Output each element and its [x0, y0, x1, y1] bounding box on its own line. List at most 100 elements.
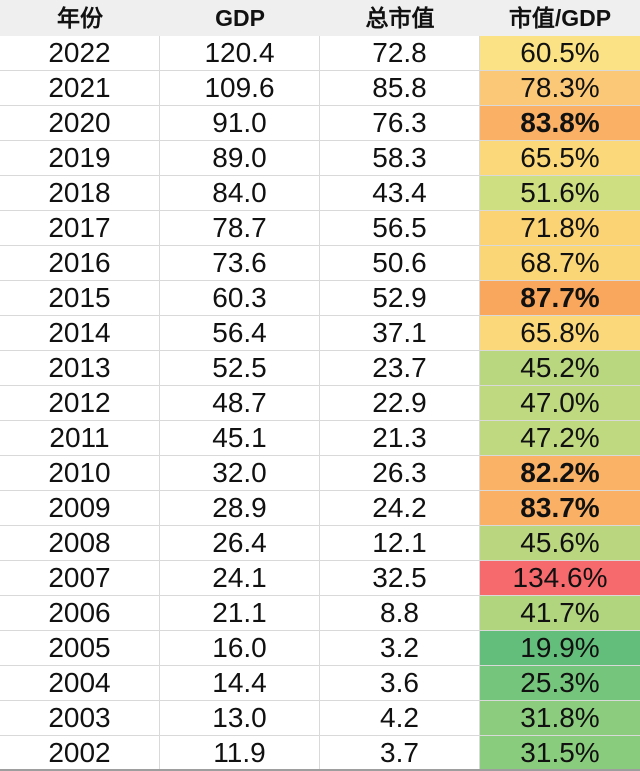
- ratio-cell: 25.3%: [480, 666, 640, 700]
- year-cell: 2017: [0, 211, 160, 245]
- gdp-cell: 52.5: [160, 351, 320, 385]
- market-cap-cell: 32.5: [320, 561, 480, 595]
- year-cell: 2007: [0, 561, 160, 595]
- table-row: 2019 89.0 58.3 65.5%: [0, 141, 640, 176]
- year-cell: 2003: [0, 701, 160, 735]
- table-row: 2016 73.6 50.6 68.7%: [0, 246, 640, 281]
- ratio-cell: 31.8%: [480, 701, 640, 735]
- market-cap-cell: 85.8: [320, 71, 480, 105]
- market-cap-cell: 3.7: [320, 736, 480, 769]
- market-cap-cell: 8.8: [320, 596, 480, 630]
- market-cap-cell: 50.6: [320, 246, 480, 280]
- year-cell: 2014: [0, 316, 160, 350]
- ratio-cell: 47.2%: [480, 421, 640, 455]
- gdp-cell: 32.0: [160, 456, 320, 490]
- gdp-cell: 120.4: [160, 36, 320, 70]
- gdp-cell: 28.9: [160, 491, 320, 525]
- column-header-gdp: GDP: [215, 4, 265, 31]
- year-cell: 2004: [0, 666, 160, 700]
- gdp-cell: 91.0: [160, 106, 320, 140]
- year-cell: 2013: [0, 351, 160, 385]
- column-header-ratio: 市值/GDP: [508, 4, 612, 31]
- market-cap-cell: 21.3: [320, 421, 480, 455]
- year-cell: 2008: [0, 526, 160, 560]
- year-cell: 2015: [0, 281, 160, 315]
- market-cap-cell: 52.9: [320, 281, 480, 315]
- ratio-cell: 65.5%: [480, 141, 640, 175]
- gdp-cell: 109.6: [160, 71, 320, 105]
- table-row: 2005 16.0 3.2 19.9%: [0, 631, 640, 666]
- gdp-cell: 60.3: [160, 281, 320, 315]
- year-cell: 2022: [0, 36, 160, 70]
- table-row: 2017 78.7 56.5 71.8%: [0, 211, 640, 246]
- table-row: 2022 120.4 72.8 60.5%: [0, 36, 640, 71]
- year-cell: 2002: [0, 736, 160, 769]
- table-row: 2020 91.0 76.3 83.8%: [0, 106, 640, 141]
- gdp-cell: 48.7: [160, 386, 320, 420]
- ratio-cell: 19.9%: [480, 631, 640, 665]
- ratio-cell: 78.3%: [480, 71, 640, 105]
- table-row: 2015 60.3 52.9 87.7%: [0, 281, 640, 316]
- gdp-cell: 24.1: [160, 561, 320, 595]
- gdp-cell: 14.4: [160, 666, 320, 700]
- table-row: 2007 24.1 32.5 134.6%: [0, 561, 640, 596]
- ratio-cell: 45.2%: [480, 351, 640, 385]
- market-cap-cell: 3.2: [320, 631, 480, 665]
- table-row: 2006 21.1 8.8 41.7%: [0, 596, 640, 631]
- ratio-cell: 82.2%: [480, 456, 640, 490]
- market-cap-cell: 72.8: [320, 36, 480, 70]
- table-header-row: 年份 GDP 总市值 市值/GDP: [0, 0, 640, 36]
- year-cell: 2016: [0, 246, 160, 280]
- market-cap-cell: 56.5: [320, 211, 480, 245]
- gdp-cell: 89.0: [160, 141, 320, 175]
- gdp-cell: 56.4: [160, 316, 320, 350]
- table-row: 2008 26.4 12.1 45.6%: [0, 526, 640, 561]
- market-cap-cell: 23.7: [320, 351, 480, 385]
- gdp-cell: 45.1: [160, 421, 320, 455]
- market-cap-cell: 22.9: [320, 386, 480, 420]
- gdp-cell: 73.6: [160, 246, 320, 280]
- market-cap-cell: 3.6: [320, 666, 480, 700]
- market-cap-cell: 26.3: [320, 456, 480, 490]
- year-cell: 2010: [0, 456, 160, 490]
- gdp-cell: 78.7: [160, 211, 320, 245]
- table-row: 2013 52.5 23.7 45.2%: [0, 351, 640, 386]
- year-cell: 2005: [0, 631, 160, 665]
- market-cap-cell: 37.1: [320, 316, 480, 350]
- table-body: 2022 120.4 72.8 60.5% 2021 109.6 85.8 78…: [0, 36, 640, 771]
- market-cap-cell: 12.1: [320, 526, 480, 560]
- year-cell: 2021: [0, 71, 160, 105]
- column-header-year: 年份: [57, 4, 103, 31]
- market-cap-cell: 4.2: [320, 701, 480, 735]
- ratio-cell: 87.7%: [480, 281, 640, 315]
- year-cell: 2020: [0, 106, 160, 140]
- table-row: 2012 48.7 22.9 47.0%: [0, 386, 640, 421]
- market-cap-cell: 43.4: [320, 176, 480, 210]
- gdp-cell: 16.0: [160, 631, 320, 665]
- ratio-cell: 31.5%: [480, 736, 640, 769]
- market-cap-cell: 76.3: [320, 106, 480, 140]
- ratio-cell: 71.8%: [480, 211, 640, 245]
- gdp-cell: 13.0: [160, 701, 320, 735]
- table-row: 2011 45.1 21.3 47.2%: [0, 421, 640, 456]
- gdp-cell: 11.9: [160, 736, 320, 769]
- ratio-cell: 134.6%: [480, 561, 640, 595]
- gdp-cell: 84.0: [160, 176, 320, 210]
- gdp-cell: 21.1: [160, 596, 320, 630]
- table-row: 2014 56.4 37.1 65.8%: [0, 316, 640, 351]
- year-cell: 2012: [0, 386, 160, 420]
- year-cell: 2018: [0, 176, 160, 210]
- table-row: 2018 84.0 43.4 51.6%: [0, 176, 640, 211]
- table-row: 2021 109.6 85.8 78.3%: [0, 71, 640, 106]
- year-cell: 2011: [0, 421, 160, 455]
- market-cap-cell: 58.3: [320, 141, 480, 175]
- table-row: 2009 28.9 24.2 83.7%: [0, 491, 640, 526]
- ratio-cell: 83.8%: [480, 106, 640, 140]
- ratio-cell: 60.5%: [480, 36, 640, 70]
- year-cell: 2009: [0, 491, 160, 525]
- ratio-cell: 65.8%: [480, 316, 640, 350]
- column-header-market-cap: 总市值: [365, 4, 435, 31]
- table-row: 2004 14.4 3.6 25.3%: [0, 666, 640, 701]
- gdp-cell: 26.4: [160, 526, 320, 560]
